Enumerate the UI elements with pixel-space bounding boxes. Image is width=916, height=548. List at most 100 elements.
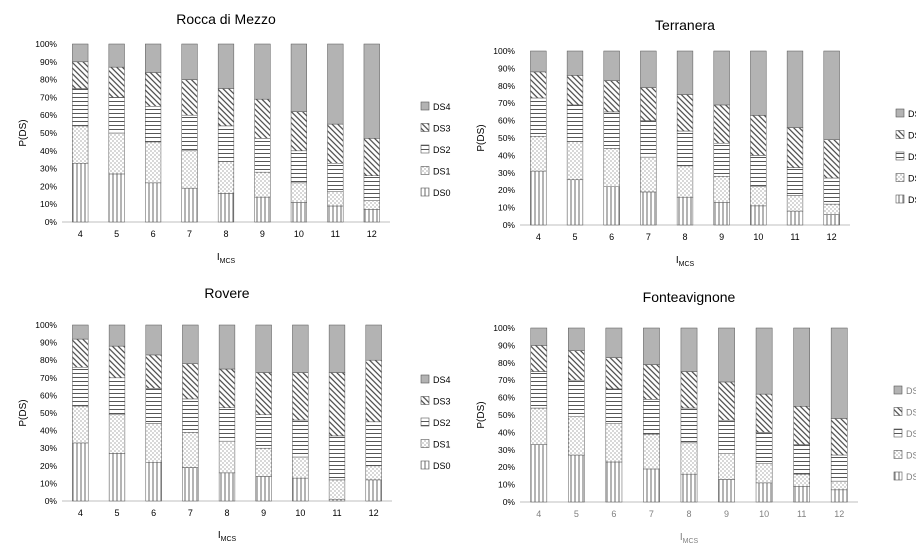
- y-tick-label: 70%: [498, 375, 515, 385]
- bar-ds4-7: [643, 327, 660, 365]
- bar-ds0-4: [72, 163, 89, 223]
- bar-ds3-7: [181, 79, 198, 116]
- y-tick-label: 20%: [498, 185, 515, 195]
- bar-ds0-5: [108, 453, 126, 502]
- bar-ds3-8: [680, 371, 698, 409]
- bar-ds1-8: [217, 161, 235, 194]
- bar-ds4-9: [255, 324, 272, 373]
- bar-ds1-7: [643, 433, 660, 470]
- bar-ds4-11: [327, 43, 344, 125]
- x-tick-label: 12: [834, 509, 844, 519]
- x-tick-label: 6: [609, 232, 614, 242]
- bar-ds3-5: [566, 75, 584, 106]
- y-tick-label: 40%: [498, 150, 515, 160]
- bar-ds2-12: [363, 175, 380, 201]
- x-tick-label: 6: [151, 229, 156, 239]
- legend-swatch-ds1: [420, 439, 430, 448]
- bar-ds2-4: [530, 97, 547, 137]
- bar-ds3-5: [568, 350, 585, 381]
- bar-ds1-7: [640, 156, 657, 193]
- y-tick-label: 60%: [40, 390, 57, 400]
- bar-ds4-12: [830, 327, 848, 419]
- bar-ds0-4: [72, 442, 89, 502]
- bar-ds1-6: [145, 423, 162, 463]
- bar-ds4-4: [530, 327, 548, 346]
- legend-swatch-ds2: [895, 151, 905, 161]
- bar-ds2-9: [713, 142, 730, 177]
- bar-ds4-5: [108, 324, 126, 347]
- x-tick-label: 8: [682, 232, 687, 242]
- bar-ds1-6: [603, 148, 620, 187]
- y-tick-label: 100%: [35, 39, 57, 49]
- bar-ds1-10: [290, 182, 307, 203]
- bar-ds4-8: [217, 43, 235, 89]
- y-tick-label: 30%: [40, 443, 57, 453]
- legend-label-ds1: DS1: [433, 440, 451, 450]
- bar-ds2-7: [181, 114, 198, 152]
- x-tick-label: 10: [759, 509, 769, 519]
- legend-swatch-ds3: [895, 130, 905, 139]
- bar-ds0-10: [290, 202, 307, 223]
- bar-ds3-4: [530, 345, 548, 372]
- legend-label-ds3: DS3: [433, 124, 451, 134]
- y-tick-label: 80%: [498, 81, 515, 91]
- y-tick-label: 0%: [503, 220, 516, 230]
- y-tick-label: 0%: [503, 497, 516, 507]
- x-tick-label: 11: [790, 232, 799, 242]
- bar-ds0-6: [603, 186, 620, 226]
- bar-ds1-11: [786, 195, 804, 212]
- x-tick-label: 11: [797, 509, 806, 519]
- bar-ds0-8: [676, 196, 694, 226]
- y-tick-label: 60%: [498, 116, 515, 126]
- y-tick-label: 50%: [40, 408, 57, 418]
- x-tick-label: 7: [188, 508, 193, 518]
- legend-label-ds0: DS0: [906, 472, 916, 482]
- bar-ds1-10: [750, 186, 767, 207]
- bar-ds2-7: [640, 120, 657, 158]
- x-tick-label: 5: [572, 232, 577, 242]
- legend-label-ds4: DS4: [906, 386, 916, 396]
- bar-ds4-6: [605, 327, 623, 358]
- bar-ds3-4: [72, 61, 89, 89]
- bar-ds0-7: [181, 187, 198, 223]
- legend-swatch-ds0: [893, 471, 903, 481]
- y-tick-label: 10%: [498, 480, 515, 490]
- legend-label-ds1: DS1: [908, 174, 916, 184]
- legend-label-ds1: DS1: [906, 451, 916, 461]
- bar-ds3-9: [713, 104, 730, 144]
- bar-ds4-5: [566, 50, 584, 76]
- bar-ds1-8: [680, 442, 698, 475]
- chart-svg: Rovere 0% 10% 20% 30% 40% 50% 60% 70% 80% 90% 100% P…: [18, 285, 451, 543]
- x-axis-label: IMCS: [217, 252, 236, 265]
- bar-ds4-6: [603, 50, 620, 81]
- bar-ds1-4: [530, 136, 547, 172]
- y-tick-label: 60%: [498, 393, 515, 403]
- y-tick-label: 20%: [498, 462, 515, 472]
- bar-ds2-6: [603, 111, 620, 149]
- bar-ds4-5: [568, 327, 585, 351]
- y-tick-label: 70%: [498, 98, 515, 108]
- legend-label-ds2: DS2: [906, 429, 916, 439]
- x-tick-label: 4: [536, 509, 541, 519]
- bar-ds0-7: [182, 467, 199, 502]
- bar-ds2-5: [568, 379, 585, 417]
- x-tick-label: 6: [611, 509, 616, 519]
- x-tick-label: 7: [187, 229, 192, 239]
- bar-ds1-9: [255, 447, 272, 477]
- x-tick-label: 8: [223, 229, 228, 239]
- x-tick-label: 10: [294, 229, 304, 239]
- y-tick-label: 30%: [40, 164, 57, 174]
- bar-ds2-4: [530, 371, 548, 409]
- bar-ds3-12: [363, 138, 380, 176]
- chart-title: Terranera: [655, 17, 715, 33]
- bar-ds3-7: [643, 364, 660, 400]
- bar-ds1-4: [530, 407, 548, 445]
- y-tick-label: 40%: [498, 427, 515, 437]
- bar-ds1-7: [181, 150, 198, 189]
- chart-svg: Rocca di Mezzo 0% 10% 20% 30% 40% 50% 60% 70% 80%…: [18, 11, 451, 265]
- bar-ds1-9: [713, 176, 730, 203]
- bar-ds1-6: [145, 141, 162, 184]
- chart-terranera: Terranera 0% 10% 20% 30% 40% 50% 60% 70% 80% 90% 10…: [458, 0, 916, 272]
- bar-ds0-11: [328, 498, 346, 502]
- bar-ds1-10: [755, 463, 773, 484]
